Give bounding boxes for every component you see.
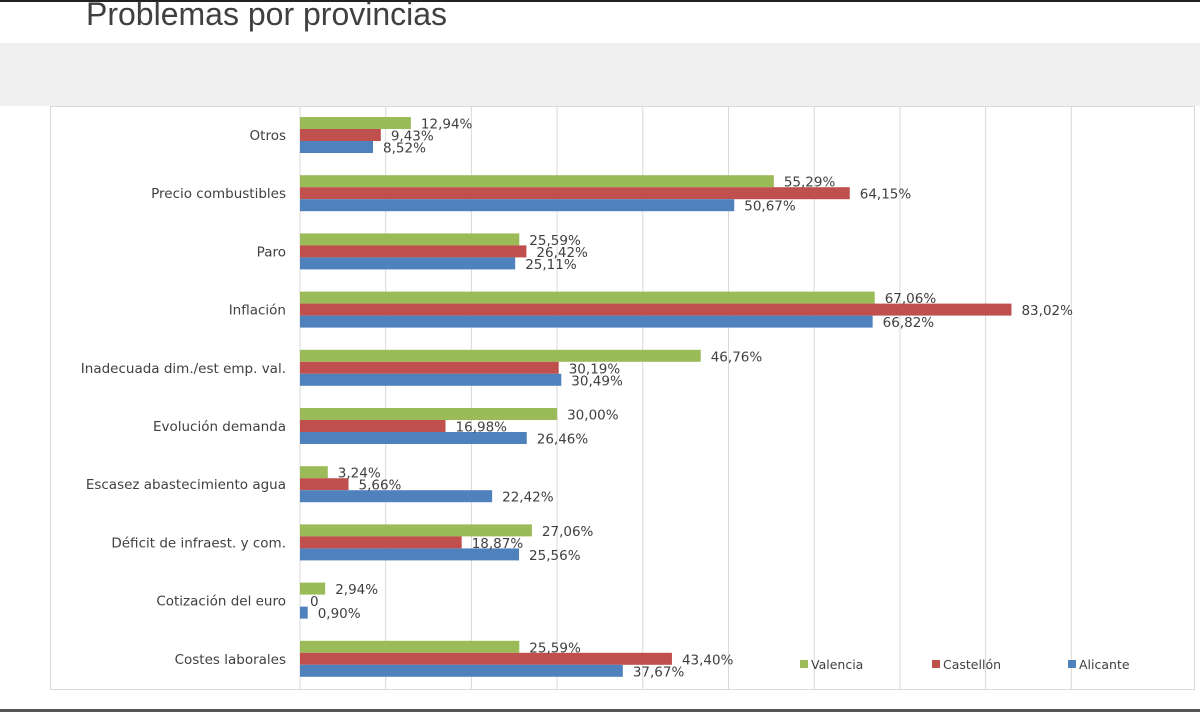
bar-valencia [300, 524, 532, 537]
header-band [0, 43, 1200, 106]
bar-alicante [300, 664, 623, 677]
data-label: 66,82% [883, 315, 935, 331]
bar-alicante [300, 432, 527, 444]
data-label: 0 [310, 594, 319, 610]
legend-swatch-valencia [800, 660, 808, 668]
data-label: 50,67% [744, 199, 796, 215]
category-label: Costes laborales [175, 652, 286, 668]
data-label: 26,42% [536, 245, 588, 261]
legend-label: Alicante [1079, 657, 1130, 672]
data-label: 25,11% [525, 257, 577, 273]
value-labels: 12,94%9,43%8,52% 55,29% 64,15% 50,67% 25,59%… [310, 117, 1073, 681]
data-label: 64,15% [860, 187, 912, 203]
bar-valencia [300, 582, 326, 595]
legend-label: Castellón [943, 657, 1001, 672]
category-label: Evolución demanda [153, 419, 286, 435]
data-label: 30,49% [571, 373, 623, 389]
category-label: Inflación [229, 303, 286, 319]
data-label: 37,67% [633, 664, 685, 680]
bar-valencia [300, 466, 328, 479]
data-label: 27,06% [542, 524, 594, 540]
bar-valencia [300, 233, 520, 246]
bar-castelln [300, 652, 672, 665]
data-label: 0,90% [318, 606, 361, 622]
category-label: Otros [250, 128, 286, 144]
bar-castelln [300, 129, 381, 141]
bar-alicante [300, 199, 735, 212]
data-label: 18,87% [472, 536, 524, 552]
data-label: 12,94% [421, 117, 473, 133]
category-label: Déficit de infraest. y com. [111, 535, 286, 551]
data-label: 46,76% [711, 349, 763, 365]
bar-castelln [300, 536, 462, 549]
bar-castelln [300, 245, 527, 258]
data-label: 55,29% [784, 175, 836, 191]
data-label: 25,56% [529, 548, 581, 564]
category-label: Escasez abastecimiento agua [86, 477, 286, 493]
data-label: 43,40% [682, 652, 734, 668]
bar-alicante [300, 141, 374, 153]
bar-valencia [300, 291, 875, 304]
bottom-border [0, 709, 1200, 712]
bar-alicante [300, 606, 308, 619]
bar-alicante [300, 490, 493, 503]
data-label: 16,98% [456, 420, 508, 436]
bars [300, 117, 1012, 677]
data-label: 3,24% [338, 466, 381, 482]
bar-castelln [300, 478, 349, 491]
bar-alicante [300, 257, 516, 270]
bar-alicante [300, 315, 873, 328]
bar-castelln [300, 303, 1012, 316]
bar-valencia [300, 175, 774, 188]
bar-alicante [300, 373, 562, 386]
data-label: 26,46% [537, 432, 589, 448]
bar-valencia [300, 349, 701, 362]
data-label: 8,52% [383, 141, 426, 157]
category-label: Cotización del euro [156, 594, 286, 610]
data-label: 30,00% [567, 408, 619, 424]
data-label: 9,43% [391, 129, 434, 145]
data-label: 5,66% [359, 478, 402, 494]
bar-castelln [300, 361, 559, 374]
bar-valencia [300, 640, 520, 653]
bar-castelln [300, 187, 850, 200]
bar-valencia [300, 117, 411, 129]
category-label: Precio combustibles [151, 186, 286, 202]
page-title: Problemas por provincias [86, 0, 448, 32]
legend-label: Valencia [811, 657, 863, 672]
bar-castelln [300, 420, 446, 432]
data-label: 25,59% [529, 640, 581, 656]
legend: Valencia Castellón Alicante [800, 657, 1130, 672]
top-border [0, 0, 1200, 2]
category-label: Inadecuada dim./est emp. val. [81, 361, 286, 377]
data-label: 30,19% [569, 361, 621, 377]
data-label: 83,02% [1021, 303, 1073, 319]
data-label: 22,42% [502, 490, 554, 506]
data-label: 67,06% [885, 291, 937, 307]
data-label: 25,59% [529, 233, 581, 249]
legend-swatch-alicante [1068, 660, 1076, 668]
data-label: 2,94% [335, 582, 378, 598]
category-labels: Otros Precio combustibles Paro Inflación Ina… [81, 128, 286, 668]
bar-alicante [300, 548, 520, 561]
bar-valencia [300, 408, 558, 420]
legend-swatch-castelln [932, 660, 940, 668]
category-label: Paro [257, 244, 286, 260]
